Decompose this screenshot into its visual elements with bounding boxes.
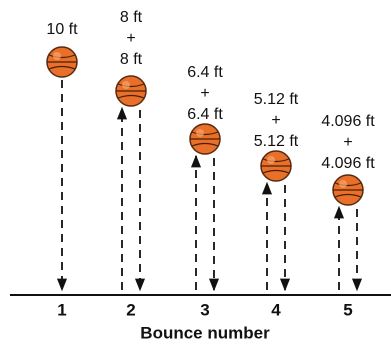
height-label: 10 ft — [46, 21, 78, 38]
bounce-number: 5 — [343, 300, 352, 319]
basketball — [333, 175, 363, 205]
height-label: 6.4 ft — [187, 106, 223, 123]
height-label: 8 ft — [120, 9, 143, 26]
height-label: 8 ft — [120, 51, 143, 68]
axis-label: Bounce number — [140, 323, 270, 342]
basketball — [47, 47, 77, 77]
height-label: 6.4 ft — [187, 64, 223, 81]
basketball — [116, 76, 146, 106]
bounce-number: 3 — [200, 300, 209, 319]
ball-highlight — [339, 180, 347, 188]
height-label: 4.096 ft — [321, 155, 375, 172]
height-label: + — [271, 112, 280, 129]
page: {"bounces": [ {"number": "1", "labels": … — [0, 0, 391, 348]
bounce-number: 4 — [271, 300, 281, 319]
bounce-number: 2 — [126, 300, 135, 319]
height-label: + — [343, 134, 352, 151]
bounce-diagram: Bounce number 1 10 ft 2 8 ft +8 ft 3 6.4 ft +6.… — [0, 0, 391, 348]
height-label: 4.096 ft — [321, 113, 375, 130]
ball-highlight — [122, 81, 130, 89]
bounce-number: 1 — [57, 300, 66, 319]
height-label: + — [200, 85, 209, 102]
ball-highlight — [53, 52, 61, 60]
height-label: + — [126, 30, 135, 47]
basketball — [190, 124, 220, 154]
height-label: 5.12 ft — [254, 91, 299, 108]
ball-highlight — [196, 129, 204, 137]
height-label: 5.12 ft — [254, 133, 299, 150]
basketball — [261, 151, 291, 181]
ball-highlight — [267, 156, 275, 164]
